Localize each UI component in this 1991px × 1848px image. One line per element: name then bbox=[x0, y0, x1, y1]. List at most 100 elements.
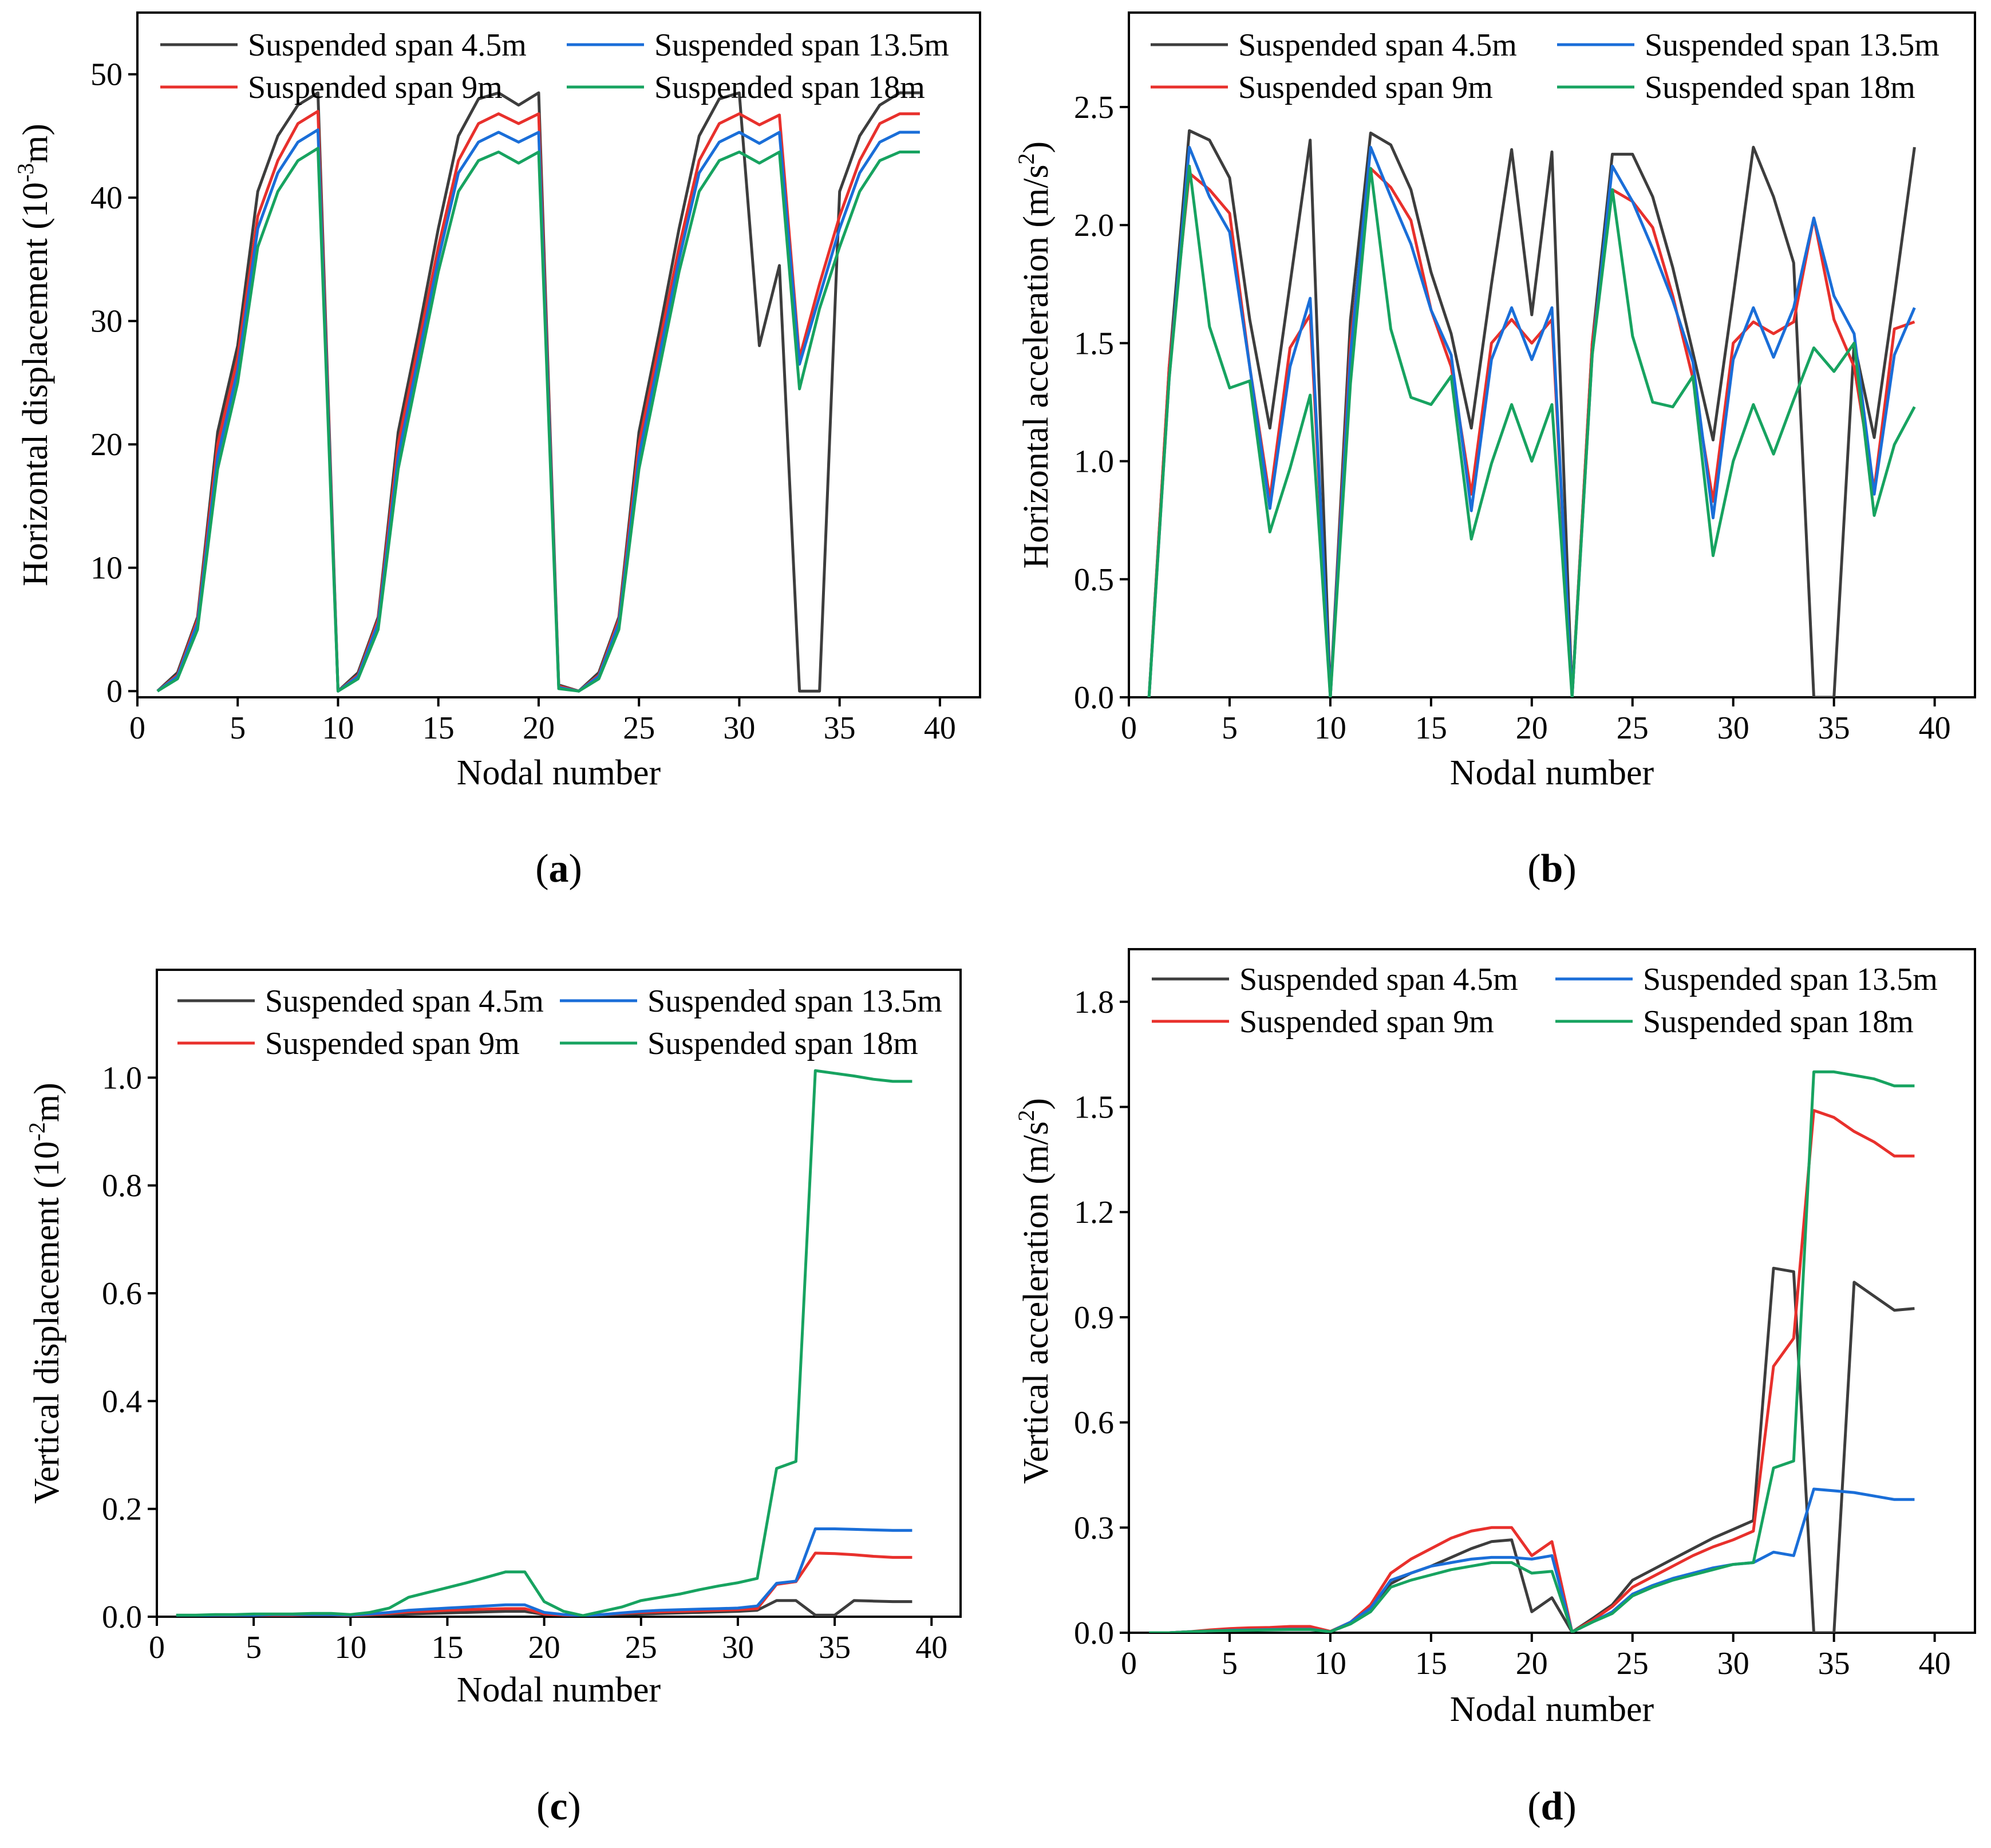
y-axis-title-text: ) bbox=[1017, 1098, 1056, 1110]
panel-label-letter: c bbox=[550, 1784, 567, 1829]
series-line-suspended-span-4-5m bbox=[156, 91, 920, 693]
y-tick-label: 0.2 bbox=[102, 1492, 142, 1527]
series-line-suspended-span-9m bbox=[156, 109, 920, 693]
y-tick-label: 1.2 bbox=[1074, 1195, 1114, 1230]
y-tick-label: 30 bbox=[90, 304, 123, 339]
x-axis-title: Nodal number bbox=[1450, 1690, 1654, 1729]
x-tick-label: 20 bbox=[523, 710, 555, 746]
series-lines bbox=[1147, 129, 1916, 697]
x-tick-label: 20 bbox=[1516, 710, 1548, 746]
y-tick-label: 0.0 bbox=[102, 1600, 142, 1635]
series-line-suspended-span-18m bbox=[1147, 164, 1916, 697]
x-tick-label: 35 bbox=[1818, 1646, 1850, 1681]
series-line-suspended-span-9m bbox=[1149, 1109, 1915, 1633]
y-axis-title-superscript: 2 bbox=[1013, 1110, 1039, 1122]
y-tick-label: 1.0 bbox=[1074, 444, 1114, 480]
plot-frame bbox=[136, 11, 981, 698]
series-lines bbox=[176, 1069, 912, 1617]
x-tick-label: 40 bbox=[1919, 1646, 1951, 1681]
y-tick-label: 0.6 bbox=[102, 1276, 142, 1312]
x-tick-label: 5 bbox=[246, 1630, 262, 1665]
series-line-suspended-span-13-5m bbox=[1147, 145, 1916, 697]
legend-label: Suspended span 18m bbox=[654, 70, 925, 105]
y-axis-title-superscript: -2 bbox=[24, 1122, 50, 1141]
x-tick-label: 35 bbox=[819, 1630, 851, 1665]
x-tick-label: 5 bbox=[230, 710, 246, 746]
chart-panel-b: 0 5 10 15 20 25 30 35 40 0.0 0.5 1.0 1.5 2.0 2.5 Nodal … bbox=[1013, 11, 1976, 891]
x-tick-label: 25 bbox=[625, 1630, 657, 1665]
x-tick-label: 35 bbox=[1818, 710, 1850, 746]
panel-label-paren: ( bbox=[1527, 1784, 1540, 1829]
x-axis-title: Nodal number bbox=[1450, 753, 1654, 792]
y-axis-title-text: ) bbox=[1017, 141, 1056, 153]
x-tick-label: 0 bbox=[1121, 1646, 1137, 1681]
chart-panel-c: 0 5 10 15 20 25 30 35 40 0.0 0.2 0.4 0.6 0.8 1.0 Nodal … bbox=[24, 969, 962, 1829]
panel-label-paren: ) bbox=[1563, 1784, 1576, 1829]
series-line-suspended-span-18m bbox=[156, 147, 920, 693]
y-tick-label: 0.5 bbox=[1074, 562, 1114, 598]
panel-label-paren: ) bbox=[568, 1784, 581, 1829]
panel-label-paren: ) bbox=[569, 847, 582, 891]
panel-label-paren: ( bbox=[535, 847, 548, 891]
panel-label: (c) bbox=[536, 1784, 581, 1829]
y-tick-label: 2.0 bbox=[1074, 208, 1114, 243]
legend: Suspended span 4.5m Suspended span 13.5m S… bbox=[177, 984, 942, 1061]
series-line-suspended-span-18m bbox=[176, 1069, 912, 1617]
x-tick-label: 0 bbox=[1121, 710, 1137, 746]
x-tick-label: 15 bbox=[422, 710, 455, 746]
legend-label: Suspended span 4.5m bbox=[1238, 27, 1517, 63]
x-tick-label: 25 bbox=[1617, 710, 1649, 746]
legend-label: Suspended span 9m bbox=[265, 1026, 520, 1061]
y-axis-title-superscript: 2 bbox=[1013, 153, 1039, 164]
panel-label-paren: ( bbox=[536, 1784, 550, 1829]
y-tick-label: 10 bbox=[90, 551, 123, 586]
x-tick-label: 10 bbox=[1314, 1646, 1346, 1681]
legend: Suspended span 4.5m Suspended span 13.5m S… bbox=[160, 27, 949, 105]
y-tick-label: 1.0 bbox=[102, 1060, 142, 1096]
y-axis-title: Horizontal acceleration (m/s2) bbox=[1013, 141, 1056, 568]
series-lines bbox=[156, 91, 920, 693]
legend-label: Suspended span 9m bbox=[1239, 1004, 1494, 1040]
x-tick-label: 40 bbox=[924, 710, 956, 746]
y-axis-title-superscript: -3 bbox=[13, 163, 38, 182]
y-tick-label: 0.0 bbox=[1074, 680, 1114, 716]
legend-label: Suspended span 18m bbox=[647, 1026, 918, 1061]
y-axis-title-text: Horizontal displacement (10 bbox=[16, 182, 55, 586]
x-tick-label: 0 bbox=[149, 1630, 165, 1665]
x-tick-label: 0 bbox=[129, 710, 145, 746]
y-tick-label: 0.0 bbox=[1074, 1616, 1114, 1651]
legend-label: Suspended span 13.5m bbox=[1643, 962, 1938, 997]
panel-label: (b) bbox=[1527, 847, 1577, 891]
x-tick-label: 25 bbox=[1617, 1646, 1649, 1681]
panel-label-paren: ) bbox=[1563, 847, 1576, 891]
y-axis-title: Vertical acceleration (m/s2) bbox=[1013, 1098, 1056, 1484]
legend-label: Suspended span 13.5m bbox=[1645, 27, 1939, 63]
y-tick-label: 0.4 bbox=[102, 1384, 142, 1419]
series-lines bbox=[1149, 1070, 1915, 1633]
y-tick-label: 2.5 bbox=[1074, 90, 1114, 125]
y-axis-title-text: Vertical displacement (10 bbox=[27, 1141, 66, 1504]
y-tick-label: 1.8 bbox=[1074, 985, 1114, 1020]
panel-label-paren: ( bbox=[1527, 847, 1540, 891]
y-axis-title-text: m) bbox=[27, 1083, 66, 1122]
x-tick-label: 10 bbox=[1314, 710, 1346, 746]
legend-label: Suspended span 13.5m bbox=[654, 27, 949, 63]
x-tick-label: 10 bbox=[322, 710, 354, 746]
series-line-suspended-span-9m bbox=[1147, 167, 1915, 697]
y-tick-label: 40 bbox=[90, 180, 123, 216]
x-tick-label: 30 bbox=[1717, 1646, 1749, 1681]
plot-frame bbox=[156, 969, 962, 1618]
panel-label: (a) bbox=[535, 847, 582, 891]
x-tick-label: 30 bbox=[722, 1630, 754, 1665]
x-axis-title: Nodal number bbox=[457, 753, 661, 792]
y-tick-label: 0.8 bbox=[102, 1168, 142, 1204]
chart-panel-a: 0 5 10 15 20 25 30 35 40 0 10 20 30 40 50 Nodal number H… bbox=[13, 11, 981, 891]
chart-panel-d: 0 5 10 15 20 25 30 35 40 0.0 0.3 0.6 0.9 1.2 1.5 1.8 Nod… bbox=[1013, 948, 1976, 1829]
x-tick-label: 15 bbox=[1415, 710, 1447, 746]
x-tick-label: 20 bbox=[1516, 1646, 1548, 1681]
x-tick-label: 25 bbox=[623, 710, 655, 746]
y-tick-label: 50 bbox=[90, 57, 123, 93]
y-axis-title: Vertical displacement (10-2m) bbox=[24, 1083, 66, 1504]
legend: Suspended span 4.5m Suspended span 13.5m S… bbox=[1151, 27, 1939, 105]
